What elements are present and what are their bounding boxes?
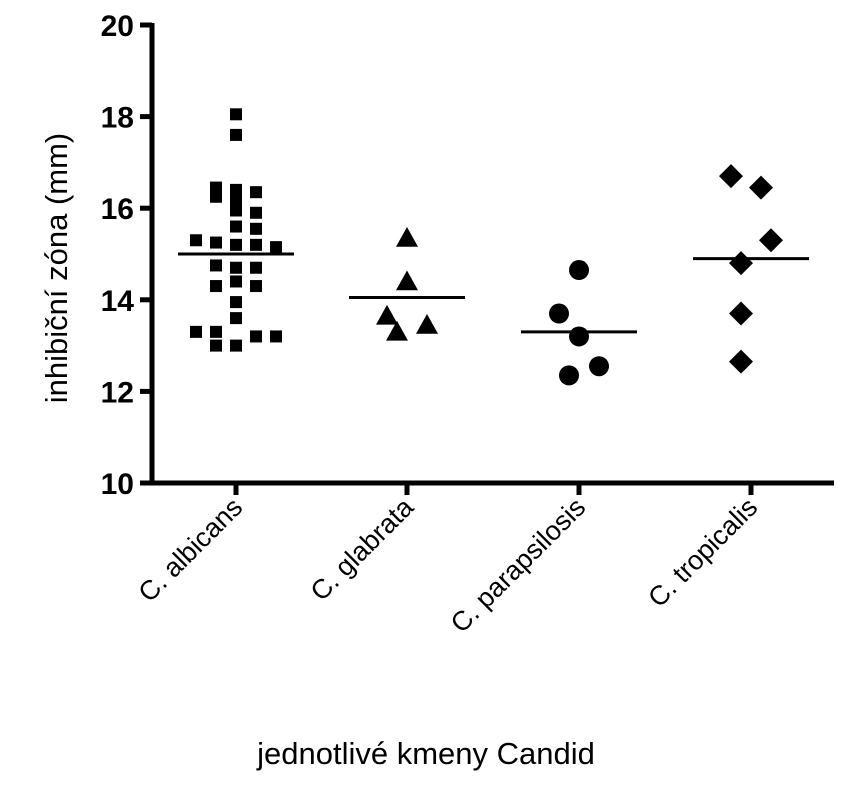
data-point-square	[230, 275, 242, 288]
y-tick-label: 18	[101, 102, 134, 135]
x-axis: C. albicans C. glabrata C. parapsilosis C. …	[133, 480, 834, 638]
data-point-square	[230, 193, 242, 206]
x-axis-title: jednotlivé kmeny Candid	[256, 736, 595, 771]
x-tick-label: C. parapsilosis	[445, 492, 591, 638]
data-point-circle	[549, 303, 569, 324]
data-point-diamond	[749, 175, 773, 200]
data-point-square	[230, 296, 242, 309]
data-point-triangle	[396, 270, 418, 291]
data-point-square	[190, 234, 202, 247]
y-tick-label: 10	[101, 468, 134, 501]
data-point-square	[210, 259, 222, 272]
data-point-diamond	[719, 164, 743, 189]
data-point-square	[210, 339, 222, 352]
data-point-square	[250, 280, 262, 293]
data-point-diamond	[729, 251, 753, 276]
y-tick-label: 20	[101, 10, 134, 43]
data-point-square	[250, 186, 262, 199]
data-point-circle	[589, 356, 609, 377]
y-tick-label: 16	[101, 193, 134, 226]
data-point-square	[250, 222, 262, 235]
data-point-circle	[569, 260, 589, 281]
data-point-square	[250, 261, 262, 274]
data-point-square	[250, 238, 262, 251]
x-tick-label: C. tropicalis	[642, 492, 763, 613]
data-point-triangle	[416, 313, 438, 334]
data-point-diamond	[729, 301, 753, 326]
data-point-square	[230, 238, 242, 251]
data-points	[190, 108, 783, 386]
x-tick-label: C. albicans	[133, 492, 249, 608]
mean-lines	[178, 252, 809, 334]
data-point-square	[230, 128, 242, 141]
data-point-square	[210, 190, 222, 203]
data-point-triangle	[396, 226, 418, 247]
y-tick-label: 12	[101, 376, 134, 409]
data-point-square	[230, 108, 242, 121]
y-axis-title: inhibiční zóna (mm)	[39, 133, 74, 403]
y-tick-label: 14	[101, 285, 135, 318]
data-point-square	[210, 236, 222, 249]
data-point-square	[230, 204, 242, 217]
x-tick-label: C. glabrata	[305, 491, 420, 606]
data-point-square	[210, 181, 222, 194]
data-point-square	[250, 330, 262, 343]
data-point-square	[210, 280, 222, 293]
data-point-circle	[559, 365, 579, 386]
data-point-square	[190, 325, 202, 338]
data-point-triangle	[376, 304, 398, 325]
data-point-diamond	[729, 349, 753, 374]
data-point-square	[230, 312, 242, 325]
data-point-circle	[569, 326, 589, 347]
data-point-square	[270, 241, 282, 254]
data-point-square	[250, 206, 262, 219]
y-axis: 10 12 14 16 18 20	[101, 10, 155, 501]
data-point-square	[210, 325, 222, 338]
data-point-square	[230, 183, 242, 196]
data-point-square	[270, 330, 282, 343]
data-point-diamond	[759, 228, 783, 253]
data-point-square	[230, 339, 242, 352]
data-point-triangle	[386, 320, 408, 341]
data-point-square	[230, 220, 242, 233]
data-point-square	[230, 261, 242, 274]
